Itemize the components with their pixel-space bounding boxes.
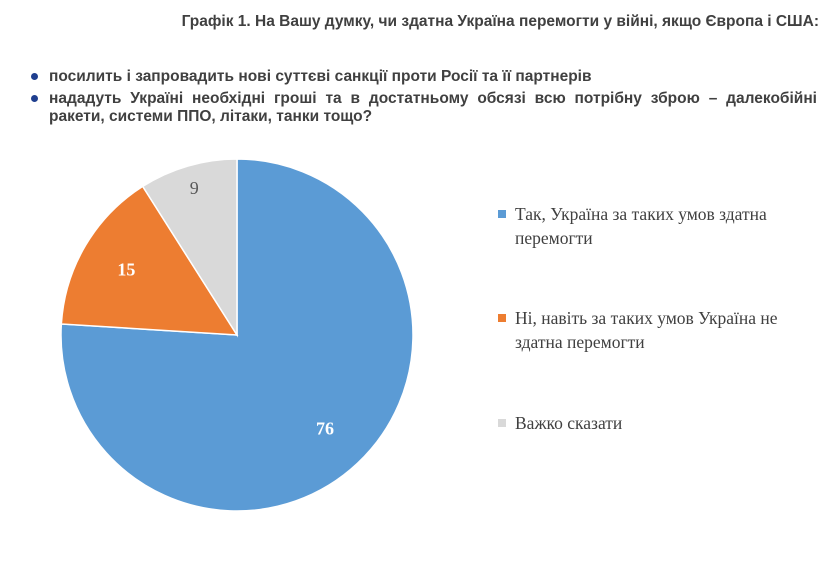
pie-slice-hard-to-say xyxy=(141,158,238,338)
legend-swatch xyxy=(498,210,506,218)
bullet-item: нададуть Україні необхідні гроші та в до… xyxy=(31,90,817,126)
chart-title: Графік 1. На Вашу думку, чи здатна Украї… xyxy=(181,13,819,30)
legend-swatch xyxy=(498,419,506,427)
bullet-item: посилить і запровадить нові суттєві санк… xyxy=(31,68,817,86)
data-label-yes: 76 xyxy=(316,419,334,439)
pie-slice-yes xyxy=(60,158,414,512)
legend-label: Ні, навіть за таких умов Україна не здат… xyxy=(515,308,778,352)
question-bullets: посилить і запровадить нові суттєві санк… xyxy=(31,68,817,130)
legend-item-no: Ні, навіть за таких умов Україна не здат… xyxy=(498,306,788,354)
legend-label: Важко сказати xyxy=(515,413,623,433)
bullet-text: посилить і запровадить нові суттєві санк… xyxy=(49,68,592,85)
legend-item-yes: Так, Україна за таких умов здатна перемо… xyxy=(498,202,788,250)
bullet-dot-icon xyxy=(31,73,38,80)
data-label-no: 15 xyxy=(117,260,135,280)
legend-label: Так, Україна за таких умов здатна перемо… xyxy=(515,204,767,248)
data-label-hard-to-say: 9 xyxy=(190,178,199,198)
pie-slice-no xyxy=(60,185,239,336)
bullet-dot-icon xyxy=(31,95,38,102)
legend-swatch xyxy=(498,314,506,322)
bullet-text: нададуть Україні необхідні гроші та в до… xyxy=(49,90,817,125)
legend-item-hard-to-say: Важко сказати xyxy=(498,411,788,435)
